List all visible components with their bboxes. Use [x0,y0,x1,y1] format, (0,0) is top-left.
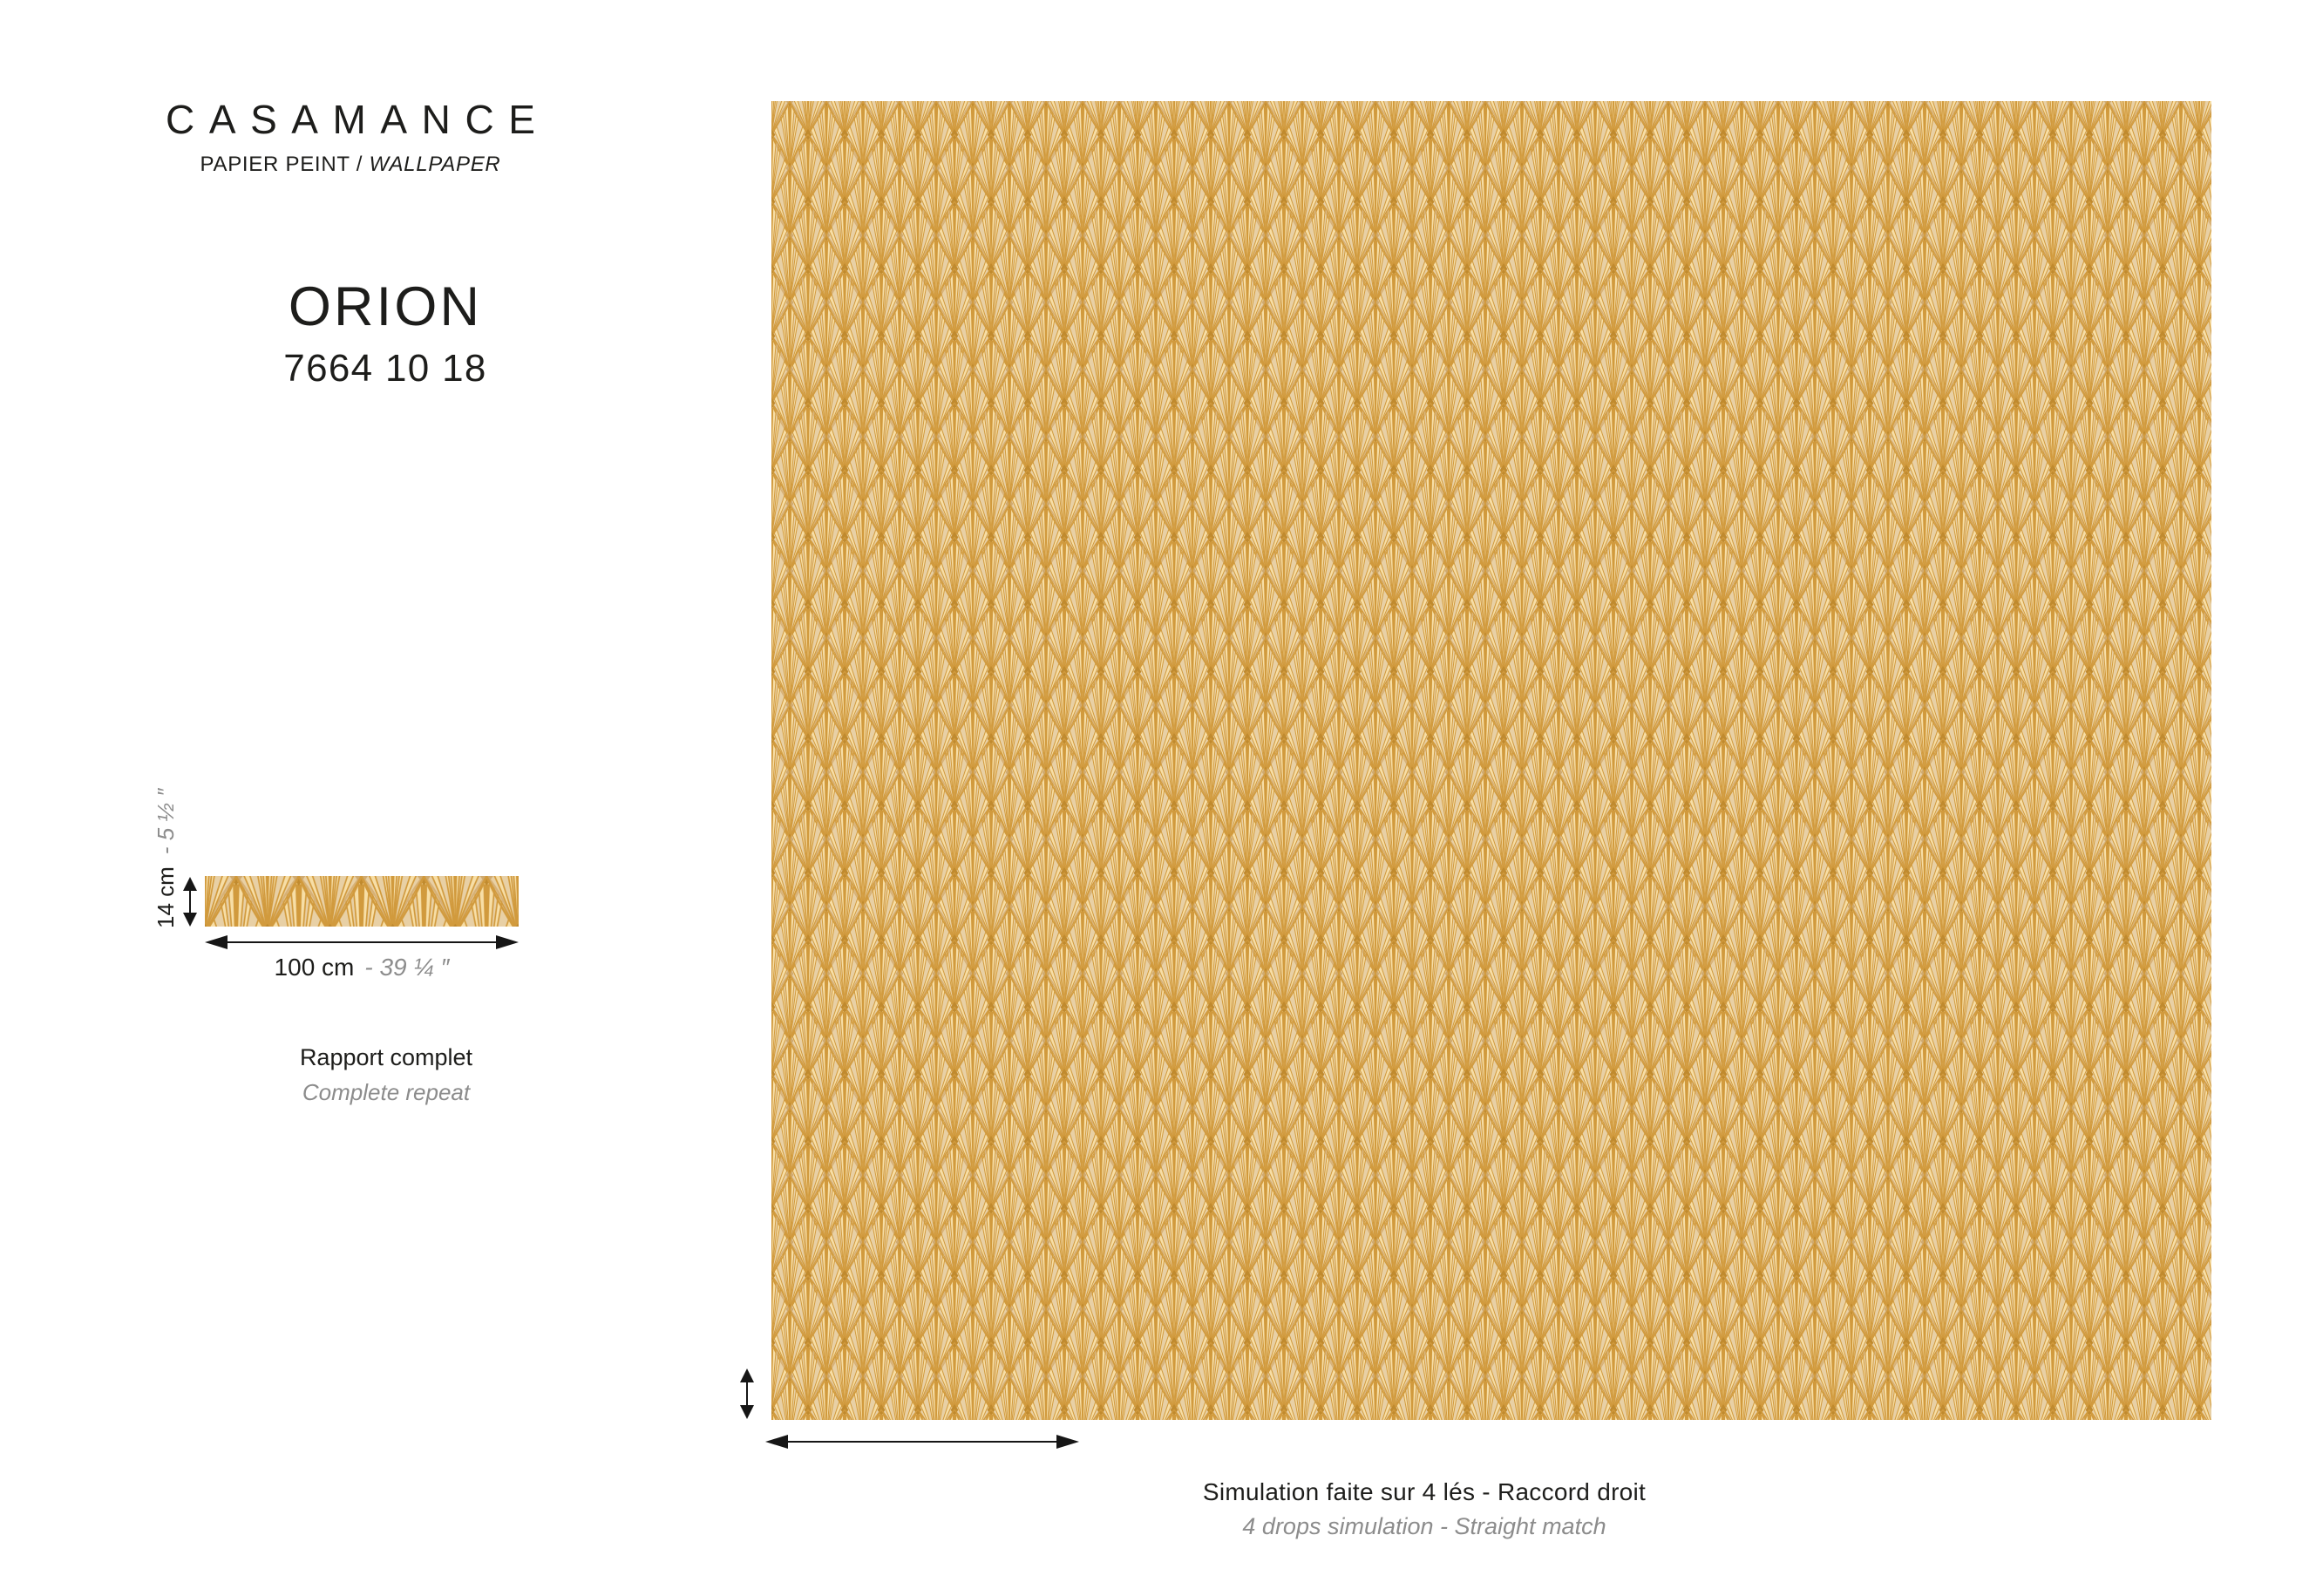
repeat-height-imperial: - 5 ½ ″ [153,788,179,855]
brand-header: CASAMANCE PAPIER PEINT / WALLPAPER [83,96,618,177]
strip-width-arrow-icon [205,935,519,949]
simulation-caption-en: 4 drops simulation - Straight match [1242,1513,1606,1539]
strip-height-arrow-icon [183,877,197,927]
product-name: ORION [288,276,483,337]
drop-height-arrow-icon [740,1368,754,1419]
brand-tagline-en: WALLPAPER [369,153,501,176]
brand-logo: CASAMANCE [166,97,550,142]
brand-tagline-fr: PAPIER PEINT [200,153,350,176]
repeat-height-metric: 14 cm [153,866,179,928]
wallpaper-pattern-fill [771,101,2211,1420]
repeat-width-label: 100 cm - 39 ¼ ″ [209,954,514,981]
repeat-caption-fr: Rapport complet [299,1044,473,1070]
product-block: ORION 7664 10 18 [124,275,647,391]
simulation-swatch [771,101,2211,1420]
drop-width-arrow-icon [765,1435,1079,1449]
simulation-caption: Simulation faite sur 4 lés - Raccord dro… [1076,1478,1773,1540]
wallpaper-pattern-fill [205,876,519,927]
repeat-width-imperial: - 39 ¼ ″ [364,954,450,981]
brand-tagline: PAPIER PEINT / WALLPAPER [83,153,618,177]
repeat-width-metric: 100 cm [274,954,355,981]
repeat-caption: Rapport complet Complete repeat [255,1044,517,1106]
product-reference: 7664 10 18 [283,347,487,390]
repeat-caption-en: Complete repeat [302,1079,471,1105]
repeat-strip-swatch [205,876,519,927]
simulation-caption-fr: Simulation faite sur 4 lés - Raccord dro… [1202,1478,1647,1505]
repeat-height-label: 14 cm - 5 ½ ″ [153,763,179,929]
brand-tagline-separator: / [350,153,370,176]
